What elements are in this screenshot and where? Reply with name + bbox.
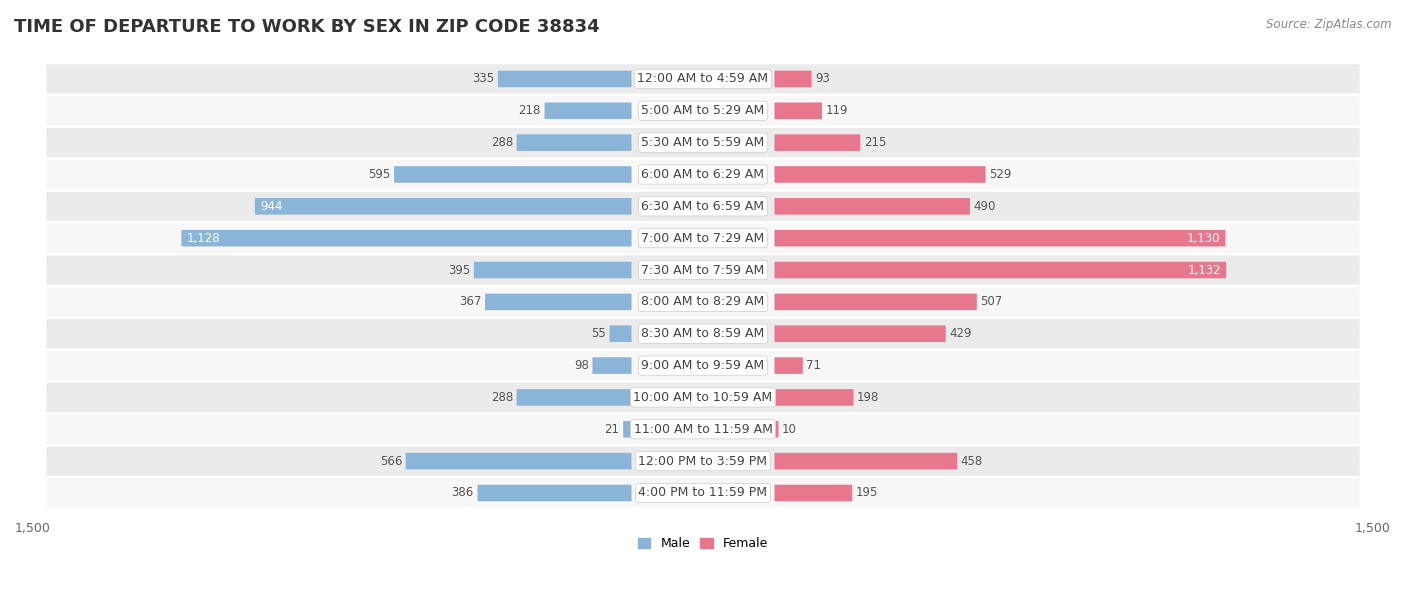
- FancyBboxPatch shape: [775, 358, 803, 374]
- FancyBboxPatch shape: [775, 198, 970, 215]
- Text: 386: 386: [451, 487, 474, 499]
- FancyBboxPatch shape: [478, 485, 631, 501]
- Text: 458: 458: [960, 455, 983, 468]
- Text: 288: 288: [491, 391, 513, 404]
- Text: 429: 429: [949, 327, 972, 340]
- FancyBboxPatch shape: [46, 351, 1360, 380]
- FancyBboxPatch shape: [775, 485, 852, 501]
- FancyBboxPatch shape: [394, 166, 631, 183]
- FancyBboxPatch shape: [775, 325, 946, 342]
- FancyBboxPatch shape: [46, 255, 1360, 284]
- Text: 8:30 AM to 8:59 AM: 8:30 AM to 8:59 AM: [641, 327, 765, 340]
- Text: 5:00 AM to 5:29 AM: 5:00 AM to 5:29 AM: [641, 104, 765, 117]
- FancyBboxPatch shape: [406, 453, 631, 469]
- Text: 9:00 AM to 9:59 AM: 9:00 AM to 9:59 AM: [641, 359, 765, 372]
- Text: 4:00 PM to 11:59 PM: 4:00 PM to 11:59 PM: [638, 487, 768, 499]
- FancyBboxPatch shape: [623, 421, 631, 437]
- FancyBboxPatch shape: [46, 478, 1360, 508]
- Text: 944: 944: [260, 200, 283, 213]
- Text: 566: 566: [380, 455, 402, 468]
- FancyBboxPatch shape: [46, 319, 1360, 349]
- FancyBboxPatch shape: [46, 287, 1360, 317]
- FancyBboxPatch shape: [46, 192, 1360, 221]
- Text: 10: 10: [782, 423, 797, 436]
- Text: 1,128: 1,128: [187, 231, 221, 245]
- Text: 11:00 AM to 11:59 AM: 11:00 AM to 11:59 AM: [634, 423, 772, 436]
- Text: 1,132: 1,132: [1187, 264, 1220, 277]
- FancyBboxPatch shape: [254, 198, 631, 215]
- Text: 507: 507: [980, 295, 1002, 308]
- Text: 1,130: 1,130: [1187, 231, 1220, 245]
- FancyBboxPatch shape: [775, 421, 779, 437]
- FancyBboxPatch shape: [775, 293, 977, 310]
- Text: 6:30 AM to 6:59 AM: 6:30 AM to 6:59 AM: [641, 200, 765, 213]
- FancyBboxPatch shape: [46, 224, 1360, 253]
- FancyBboxPatch shape: [46, 128, 1360, 157]
- Text: 93: 93: [815, 73, 830, 86]
- Text: 21: 21: [605, 423, 620, 436]
- Text: 12:00 PM to 3:59 PM: 12:00 PM to 3:59 PM: [638, 455, 768, 468]
- Text: 119: 119: [825, 104, 848, 117]
- Legend: Male, Female: Male, Female: [638, 537, 768, 550]
- Text: 10:00 AM to 10:59 AM: 10:00 AM to 10:59 AM: [634, 391, 772, 404]
- FancyBboxPatch shape: [544, 102, 631, 119]
- FancyBboxPatch shape: [775, 134, 860, 151]
- FancyBboxPatch shape: [474, 262, 631, 278]
- FancyBboxPatch shape: [485, 293, 631, 310]
- Text: 490: 490: [973, 200, 995, 213]
- FancyBboxPatch shape: [46, 96, 1360, 126]
- FancyBboxPatch shape: [775, 389, 853, 406]
- FancyBboxPatch shape: [516, 134, 631, 151]
- FancyBboxPatch shape: [592, 358, 631, 374]
- FancyBboxPatch shape: [181, 230, 631, 246]
- Text: Source: ZipAtlas.com: Source: ZipAtlas.com: [1267, 18, 1392, 31]
- FancyBboxPatch shape: [775, 453, 957, 469]
- FancyBboxPatch shape: [775, 102, 823, 119]
- FancyBboxPatch shape: [46, 160, 1360, 189]
- Text: 12:00 AM to 4:59 AM: 12:00 AM to 4:59 AM: [637, 73, 769, 86]
- FancyBboxPatch shape: [498, 71, 631, 87]
- Text: 55: 55: [592, 327, 606, 340]
- FancyBboxPatch shape: [775, 230, 1226, 246]
- Text: 367: 367: [460, 295, 481, 308]
- Text: 7:30 AM to 7:59 AM: 7:30 AM to 7:59 AM: [641, 264, 765, 277]
- Text: 7:00 AM to 7:29 AM: 7:00 AM to 7:29 AM: [641, 231, 765, 245]
- FancyBboxPatch shape: [610, 325, 631, 342]
- Text: 198: 198: [858, 391, 879, 404]
- Text: 595: 595: [368, 168, 391, 181]
- FancyBboxPatch shape: [46, 446, 1360, 476]
- Text: 6:00 AM to 6:29 AM: 6:00 AM to 6:29 AM: [641, 168, 765, 181]
- Text: 395: 395: [449, 264, 471, 277]
- Text: 215: 215: [863, 136, 886, 149]
- FancyBboxPatch shape: [46, 64, 1360, 93]
- Text: 8:00 AM to 8:29 AM: 8:00 AM to 8:29 AM: [641, 295, 765, 308]
- FancyBboxPatch shape: [775, 262, 1226, 278]
- FancyBboxPatch shape: [775, 166, 986, 183]
- FancyBboxPatch shape: [516, 389, 631, 406]
- Text: 98: 98: [574, 359, 589, 372]
- Text: 71: 71: [807, 359, 821, 372]
- Text: 218: 218: [519, 104, 541, 117]
- Text: 5:30 AM to 5:59 AM: 5:30 AM to 5:59 AM: [641, 136, 765, 149]
- Text: 288: 288: [491, 136, 513, 149]
- Text: 335: 335: [472, 73, 495, 86]
- FancyBboxPatch shape: [46, 383, 1360, 412]
- Text: 529: 529: [990, 168, 1011, 181]
- Text: 195: 195: [856, 487, 879, 499]
- FancyBboxPatch shape: [775, 71, 811, 87]
- Text: TIME OF DEPARTURE TO WORK BY SEX IN ZIP CODE 38834: TIME OF DEPARTURE TO WORK BY SEX IN ZIP …: [14, 18, 600, 36]
- FancyBboxPatch shape: [46, 415, 1360, 444]
